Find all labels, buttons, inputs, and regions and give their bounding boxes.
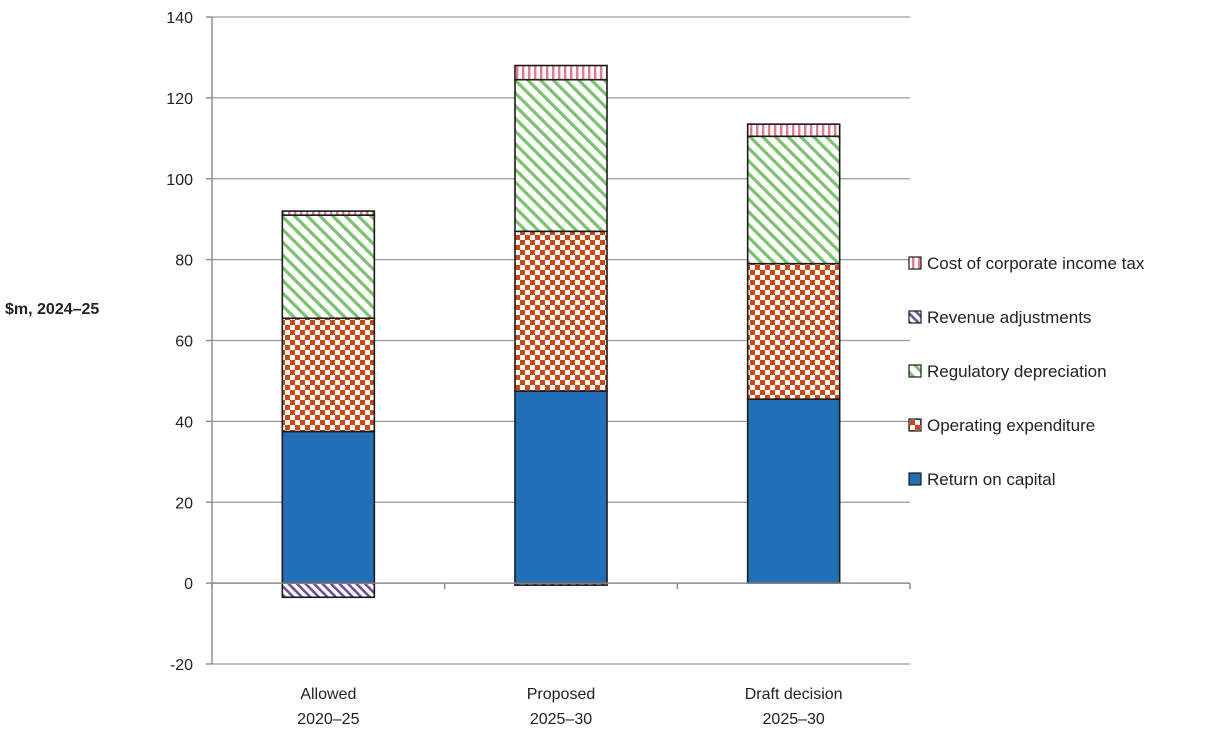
x-category-label: 2020–25 — [297, 711, 359, 728]
bars — [281, 64, 841, 599]
x-category-labels: Allowed 2020–25 Proposed 2025–30 Draft decis… — [297, 686, 842, 728]
y-tick-label: 140 — [166, 10, 193, 27]
bar-segment-revenue-adjustments — [281, 582, 376, 599]
bar-segment-cost-of-corporate-income-tax — [514, 64, 608, 81]
bar-segment-cost-of-corporate-income-tax — [746, 123, 841, 138]
legend-swatch — [908, 256, 922, 270]
y-tick-label: 80 — [175, 253, 193, 270]
y-tick-label: 40 — [175, 414, 193, 431]
y-tick-label: -20 — [170, 657, 193, 674]
legend-label: Operating expenditure — [927, 416, 1095, 435]
legend-swatch — [908, 418, 922, 432]
legend-swatch — [908, 310, 922, 324]
x-category-label: 2025–30 — [763, 711, 825, 728]
axes — [206, 16, 911, 665]
legend-label: Cost of corporate income tax — [927, 254, 1145, 273]
bar-segment-regulatory-depreciation — [746, 135, 841, 265]
bar-segment-regulatory-depreciation — [281, 214, 376, 320]
x-category-label: 2025–30 — [530, 711, 592, 728]
legend-label: Regulatory depreciation — [927, 362, 1107, 381]
y-tick-label: 120 — [166, 91, 193, 108]
y-tick-label: 60 — [175, 334, 193, 351]
legend-swatch — [908, 364, 922, 378]
y-tick-label: 100 — [166, 172, 193, 189]
bar-segment-operating-expenditure — [281, 317, 376, 433]
legend-label: Return on capital — [927, 470, 1056, 489]
x-category-label: Draft decision — [745, 686, 843, 703]
y-axis-label: $m, 2024–25 — [5, 301, 99, 318]
bar-segment-operating-expenditure — [514, 230, 608, 392]
x-category-label: Proposed — [527, 686, 596, 703]
bar-segment-cost-of-corporate-income-tax — [281, 210, 376, 216]
bar-segment-return-on-capital — [746, 398, 841, 584]
bar-segment-return-on-capital — [281, 430, 376, 584]
legend-swatch — [908, 472, 922, 486]
legend: Cost of corporate income tax Revenue adju… — [908, 254, 1145, 489]
bar-segment-operating-expenditure — [746, 262, 841, 400]
y-tick-label: 20 — [175, 495, 193, 512]
y-tick-labels: -20 0 20 40 60 80 100 120 140 — [166, 10, 193, 674]
y-tick-label: 0 — [184, 576, 193, 593]
x-category-label: Allowed — [300, 686, 356, 703]
bar-segment-return-on-capital — [514, 390, 608, 584]
legend-label: Revenue adjustments — [927, 308, 1091, 327]
bar-segment-regulatory-depreciation — [514, 78, 608, 233]
